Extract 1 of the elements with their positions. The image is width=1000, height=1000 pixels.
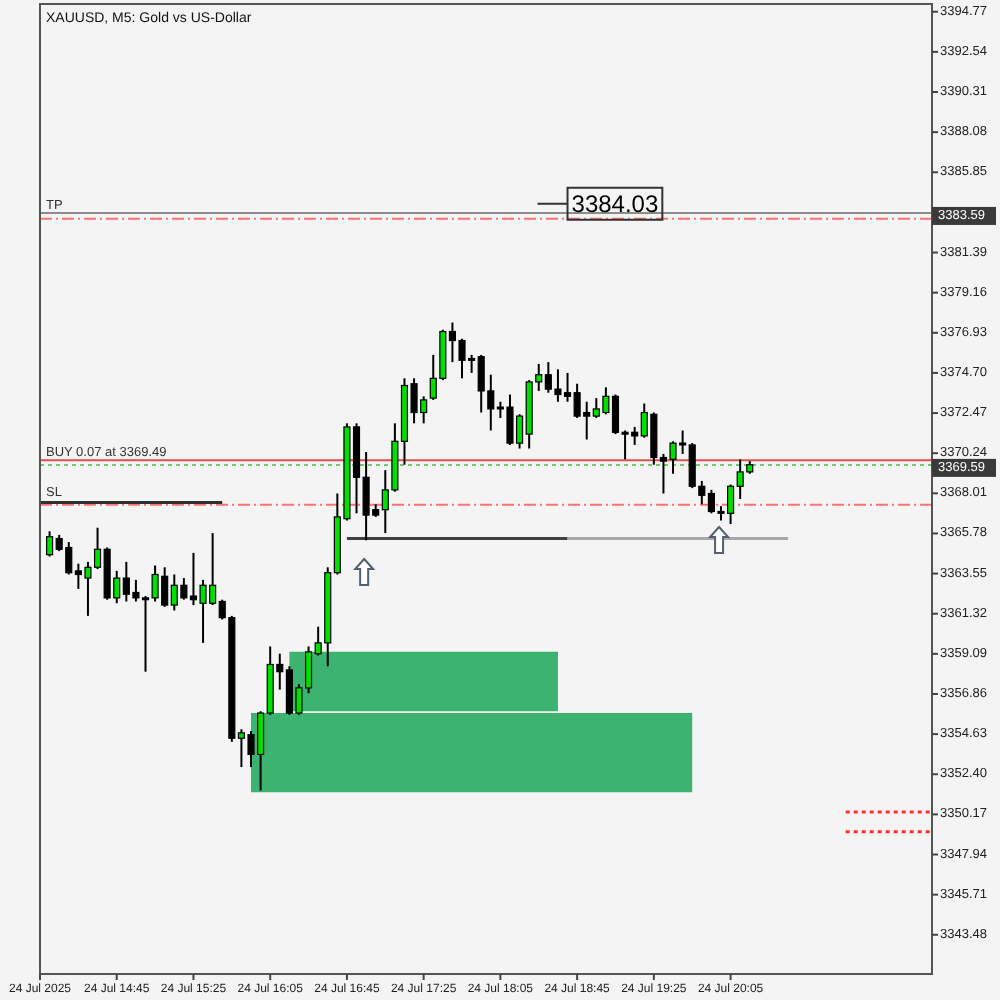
- annotation: 3384.03: [571, 189, 659, 218]
